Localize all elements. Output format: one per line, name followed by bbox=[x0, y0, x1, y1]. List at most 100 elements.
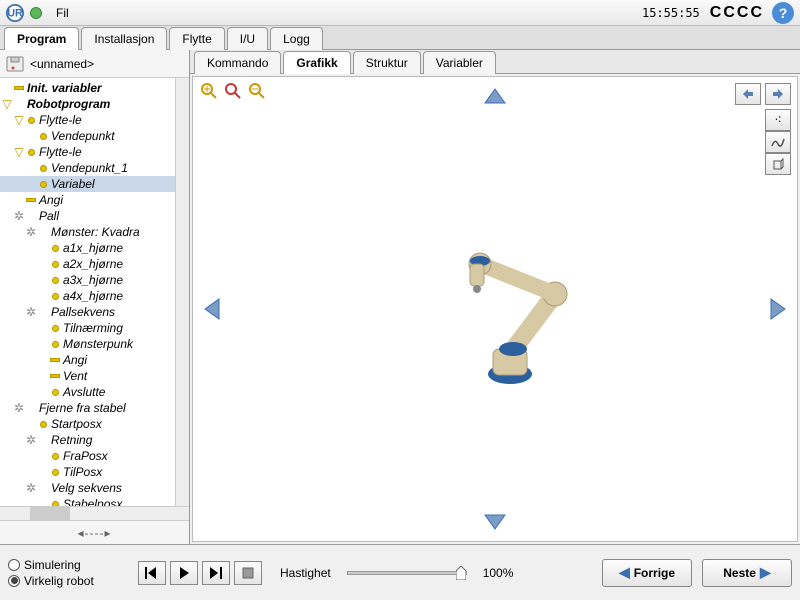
tree-item[interactable]: ✲Retning bbox=[0, 432, 175, 448]
topbar: UR Fil 15:55:55 CCCC ? bbox=[0, 0, 800, 26]
tab-installasjon[interactable]: Installasjon bbox=[81, 27, 167, 50]
tree-item[interactable]: Angi bbox=[0, 352, 175, 368]
pan-right-icon[interactable] bbox=[763, 295, 791, 323]
prev-button[interactable]: ◀Forrige bbox=[602, 559, 692, 587]
view-rotate-left-button[interactable] bbox=[735, 83, 761, 105]
subtab-variabler[interactable]: Variabler bbox=[423, 51, 496, 74]
transport-controls bbox=[138, 561, 262, 585]
view-mode-buttons: ⁖ bbox=[735, 83, 791, 175]
file-row: <unnamed> bbox=[0, 50, 189, 78]
tree-item[interactable]: ▽Robotprogram bbox=[0, 96, 175, 112]
radio-virkelig[interactable]: Virkelig robot bbox=[8, 574, 128, 588]
subtab-struktur[interactable]: Struktur bbox=[353, 51, 421, 74]
skip-fwd-button[interactable] bbox=[202, 561, 230, 585]
tree-nav-arrows[interactable]: ◂----▸ bbox=[0, 520, 189, 544]
svg-text:UR: UR bbox=[7, 7, 23, 19]
tab-program[interactable]: Program bbox=[4, 27, 79, 50]
tree-item-label: Avslutte bbox=[63, 385, 105, 399]
tree-item-label: Velg sekvens bbox=[51, 481, 122, 495]
pan-up-icon[interactable] bbox=[481, 83, 509, 111]
tree-item-label: Stabelposx bbox=[63, 497, 122, 506]
zoom-in-icon[interactable] bbox=[201, 83, 217, 99]
tree-item[interactable]: Init. variabler bbox=[0, 80, 175, 96]
subtab-kommando[interactable]: Kommando bbox=[194, 51, 281, 74]
tree-item[interactable]: Vendepunkt_1 bbox=[0, 160, 175, 176]
tree-item-label: Startposx bbox=[51, 417, 102, 431]
robot-arm bbox=[395, 209, 595, 409]
radio-virkelig-label: Virkelig robot bbox=[24, 574, 94, 588]
tree-item[interactable]: ✲Mønster: Kvadra bbox=[0, 224, 175, 240]
tab-iu[interactable]: I/U bbox=[227, 27, 268, 50]
tree-item-label: Vent bbox=[63, 369, 87, 383]
radio-icon bbox=[8, 575, 20, 587]
tree-item-label: TilPosx bbox=[63, 465, 102, 479]
tree-item-label: Vendepunkt bbox=[51, 129, 115, 143]
tab-flytte[interactable]: Flytte bbox=[169, 27, 224, 50]
tree-item[interactable]: a2x_hjørne bbox=[0, 256, 175, 272]
bottom-bar: Simulering Virkelig robot Hastighet 100%… bbox=[0, 544, 800, 600]
disk-icon[interactable] bbox=[6, 56, 24, 72]
tree-item[interactable]: Avslutte bbox=[0, 384, 175, 400]
sub-tabs: Kommando Grafikk Struktur Variabler bbox=[190, 50, 800, 74]
tree-item[interactable]: Vendepunkt bbox=[0, 128, 175, 144]
tree-item-label: Mønsterpunk bbox=[63, 337, 133, 351]
tree-item[interactable]: a1x_hjørne bbox=[0, 240, 175, 256]
tree-item[interactable]: a3x_hjørne bbox=[0, 272, 175, 288]
play-button[interactable] bbox=[170, 561, 198, 585]
radio-icon bbox=[8, 559, 20, 571]
tree-item-label: Fjerne fra stabel bbox=[39, 401, 126, 415]
tree-vscroll[interactable] bbox=[175, 78, 189, 506]
tree-item[interactable]: Tilnærming bbox=[0, 320, 175, 336]
tree-item-label: Flytte-le bbox=[39, 113, 82, 127]
tree-item[interactable]: ▽Flytte-le bbox=[0, 144, 175, 160]
radio-simulering[interactable]: Simulering bbox=[8, 558, 128, 572]
tree-item-label: a3x_hjørne bbox=[63, 273, 123, 287]
tree-item[interactable]: Startposx bbox=[0, 416, 175, 432]
view-points-button[interactable]: ⁖ bbox=[765, 109, 791, 131]
tree-item[interactable]: Mønsterpunk bbox=[0, 336, 175, 352]
tree-item[interactable]: Vent bbox=[0, 368, 175, 384]
radio-simulering-label: Simulering bbox=[24, 558, 81, 572]
next-button[interactable]: Neste▶ bbox=[702, 559, 792, 587]
ur-logo: UR bbox=[6, 4, 24, 22]
tree-item[interactable]: FraPosx bbox=[0, 448, 175, 464]
view-rotate-right-button[interactable] bbox=[765, 83, 791, 105]
skip-back-button[interactable] bbox=[138, 561, 166, 585]
tree-item[interactable]: ▽Flytte-le bbox=[0, 112, 175, 128]
pan-left-icon[interactable] bbox=[199, 295, 227, 323]
help-icon[interactable]: ? bbox=[772, 2, 794, 24]
tree-item[interactable]: ✲Pall bbox=[0, 208, 175, 224]
clock: 15:55:55 bbox=[642, 6, 700, 20]
main-tabs: Program Installasjon Flytte I/U Logg bbox=[0, 26, 800, 50]
tree-hscroll[interactable] bbox=[0, 506, 189, 520]
pan-down-icon[interactable] bbox=[481, 507, 509, 535]
graphics-canvas[interactable]: ⁖ bbox=[192, 76, 798, 542]
view-box-button[interactable] bbox=[765, 153, 791, 175]
tree-item-label: Angi bbox=[63, 353, 87, 367]
zoom-out-icon[interactable] bbox=[249, 83, 265, 99]
tree-item[interactable]: TilPosx bbox=[0, 464, 175, 480]
tree-item[interactable]: a4x_hjørne bbox=[0, 288, 175, 304]
tree-item[interactable]: ✲Pallsekvens bbox=[0, 304, 175, 320]
view-path-button[interactable] bbox=[765, 131, 791, 153]
speed-slider[interactable] bbox=[347, 571, 467, 575]
tree-item[interactable]: Variabel bbox=[0, 176, 175, 192]
program-tree[interactable]: Init. variabler▽Robotprogram▽Flytte-leVe… bbox=[0, 78, 175, 506]
zoom-reset-icon[interactable] bbox=[225, 83, 241, 99]
tab-logg[interactable]: Logg bbox=[270, 27, 323, 50]
subtab-grafikk[interactable]: Grafikk bbox=[283, 51, 350, 74]
tree-item-label: Init. variabler bbox=[27, 81, 102, 95]
cccc-label: CCCC bbox=[710, 4, 764, 22]
tree-item[interactable]: ✲Fjerne fra stabel bbox=[0, 400, 175, 416]
tree-item-label: Flytte-le bbox=[39, 145, 82, 159]
tree-item[interactable]: Angi bbox=[0, 192, 175, 208]
menu-fil[interactable]: Fil bbox=[50, 4, 75, 22]
tree-item-label: FraPosx bbox=[63, 449, 108, 463]
tree-item[interactable]: ✲Velg sekvens bbox=[0, 480, 175, 496]
tree-item[interactable]: Stabelposx bbox=[0, 496, 175, 506]
stop-button[interactable] bbox=[234, 561, 262, 585]
tree-item-label: Vendepunkt_1 bbox=[51, 161, 128, 175]
left-pane: <unnamed> Init. variabler▽Robotprogram▽F… bbox=[0, 50, 190, 544]
tree-item-label: Robotprogram bbox=[27, 97, 110, 111]
tree-item-label: Variabel bbox=[51, 177, 95, 191]
